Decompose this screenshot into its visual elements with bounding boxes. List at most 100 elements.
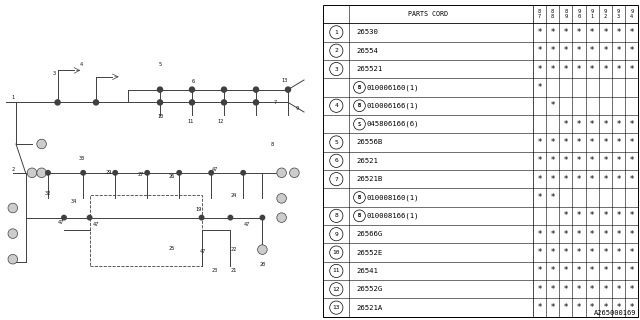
Text: *: * <box>590 230 595 239</box>
Text: *: * <box>550 193 555 202</box>
Text: *: * <box>590 28 595 37</box>
Text: *: * <box>590 156 595 165</box>
Text: *: * <box>577 248 581 257</box>
Circle shape <box>55 100 60 105</box>
Text: *: * <box>550 138 555 147</box>
Text: 29: 29 <box>106 170 112 175</box>
Text: 26521: 26521 <box>357 158 379 164</box>
Text: 1: 1 <box>335 30 338 35</box>
Text: *: * <box>564 230 568 239</box>
Circle shape <box>145 171 150 175</box>
Text: *: * <box>550 248 555 257</box>
Text: 9: 9 <box>335 232 338 237</box>
Text: 20: 20 <box>10 258 16 263</box>
Circle shape <box>46 171 51 175</box>
Text: *: * <box>577 28 581 37</box>
Text: *: * <box>590 303 595 312</box>
Circle shape <box>277 213 287 222</box>
Text: 11: 11 <box>188 119 193 124</box>
Text: 9
1: 9 1 <box>591 9 594 19</box>
Text: 7: 7 <box>274 100 276 105</box>
Text: 7: 7 <box>335 177 338 182</box>
Text: 26541: 26541 <box>357 268 379 274</box>
Circle shape <box>221 87 227 92</box>
Text: *: * <box>537 303 541 312</box>
Text: PARTS CORD: PARTS CORD <box>408 11 448 17</box>
Text: *: * <box>604 120 607 129</box>
Text: *: * <box>550 46 555 55</box>
Text: *: * <box>590 65 595 74</box>
Text: 21: 21 <box>230 268 237 273</box>
Text: 26554: 26554 <box>357 48 379 54</box>
Text: B: B <box>358 103 361 108</box>
Text: *: * <box>537 83 541 92</box>
Text: *: * <box>604 156 607 165</box>
Text: *: * <box>630 120 634 129</box>
Text: 13: 13 <box>282 77 288 83</box>
Bar <box>90 195 202 266</box>
Text: B: B <box>358 195 361 200</box>
Text: *: * <box>630 267 634 276</box>
Circle shape <box>353 82 365 93</box>
Text: 47: 47 <box>200 249 206 254</box>
Text: 30: 30 <box>79 156 84 161</box>
Text: 8: 8 <box>335 213 338 218</box>
Text: *: * <box>630 303 634 312</box>
Text: 25: 25 <box>168 245 174 251</box>
Text: 045806166(6): 045806166(6) <box>367 121 419 127</box>
Text: *: * <box>616 267 621 276</box>
Text: *: * <box>616 156 621 165</box>
Text: 32: 32 <box>45 191 51 196</box>
Text: 8: 8 <box>271 141 273 147</box>
Circle shape <box>330 44 343 57</box>
Circle shape <box>330 283 343 296</box>
Text: *: * <box>630 175 634 184</box>
Text: *: * <box>630 46 634 55</box>
Text: 3: 3 <box>53 71 56 76</box>
Text: *: * <box>604 248 607 257</box>
Text: *: * <box>577 46 581 55</box>
Circle shape <box>353 210 365 222</box>
Circle shape <box>157 100 163 105</box>
Text: 8
9: 8 9 <box>564 9 568 19</box>
Circle shape <box>241 171 246 175</box>
Text: *: * <box>616 175 621 184</box>
Text: 47: 47 <box>211 167 218 172</box>
Text: *: * <box>616 303 621 312</box>
Text: *: * <box>550 101 555 110</box>
Text: B: B <box>358 85 361 90</box>
Text: *: * <box>537 285 541 294</box>
Text: 24: 24 <box>230 193 237 198</box>
Text: *: * <box>616 285 621 294</box>
Text: *: * <box>604 303 607 312</box>
Text: *: * <box>564 303 568 312</box>
Text: 9
3: 9 3 <box>617 9 620 19</box>
Text: *: * <box>550 303 555 312</box>
Text: *: * <box>604 285 607 294</box>
Text: *: * <box>630 211 634 220</box>
Text: 23: 23 <box>211 268 218 273</box>
Text: 26556B: 26556B <box>357 140 383 146</box>
Text: *: * <box>564 65 568 74</box>
Text: *: * <box>577 230 581 239</box>
Text: 3: 3 <box>335 67 338 72</box>
Text: 47: 47 <box>58 220 64 225</box>
Text: 5: 5 <box>159 61 161 67</box>
Circle shape <box>253 100 259 105</box>
Text: *: * <box>604 28 607 37</box>
Text: *: * <box>564 138 568 147</box>
Text: 9
4: 9 4 <box>630 9 634 19</box>
Circle shape <box>353 100 365 112</box>
Text: 22: 22 <box>10 204 16 209</box>
Text: *: * <box>604 65 607 74</box>
Text: *: * <box>616 120 621 129</box>
Circle shape <box>8 229 18 238</box>
Circle shape <box>330 62 343 76</box>
Text: 2: 2 <box>12 167 14 172</box>
Text: 47: 47 <box>93 221 99 227</box>
Text: *: * <box>630 230 634 239</box>
Circle shape <box>88 215 92 220</box>
Text: *: * <box>550 230 555 239</box>
Text: 20: 20 <box>259 261 266 267</box>
Text: 22: 22 <box>230 247 237 252</box>
